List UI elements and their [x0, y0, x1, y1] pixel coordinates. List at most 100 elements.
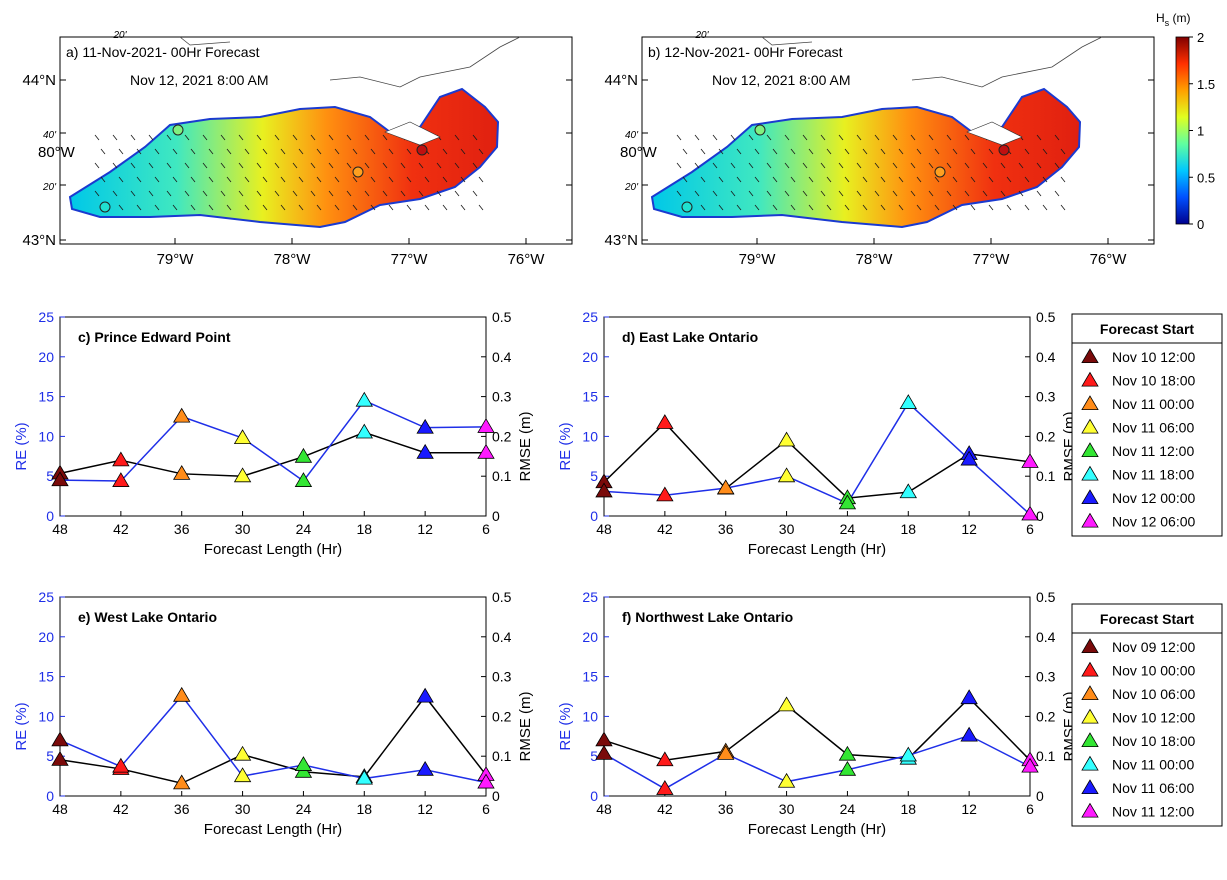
y-tick-label: 20: [582, 629, 598, 645]
legend-marker: [1081, 348, 1099, 364]
lat-top-tick: 20': [694, 30, 709, 41]
wave-direction-arrow: [982, 190, 988, 197]
legend-entry: Nov 10 06:00: [1112, 686, 1195, 702]
wave-direction-arrow: [1024, 204, 1030, 211]
wave-direction-arrow: [952, 176, 958, 183]
y-right-tick-label: 0.2: [492, 428, 512, 444]
wave-direction-arrow: [766, 162, 772, 169]
y-right-axis-label: RMSE (m): [517, 692, 534, 762]
lat-tick-label: 43°N: [22, 232, 56, 249]
wave-direction-arrow: [682, 148, 688, 155]
lon-tick-label: 78°W: [856, 251, 894, 268]
wave-direction-arrow: [712, 162, 718, 169]
re-point: [416, 760, 434, 776]
colorbar-title: Hs (m): [1156, 11, 1191, 28]
wave-direction-arrow: [718, 148, 724, 155]
legend-marker: [1081, 395, 1099, 411]
lat-tick-label: 44°N: [22, 72, 56, 89]
wave-direction-arrow: [856, 162, 862, 169]
wave-direction-arrow: [880, 148, 886, 155]
wave-direction-arrow: [790, 204, 796, 211]
x-axis-label: Forecast Length (Hr): [204, 821, 342, 838]
wave-direction-arrow: [802, 162, 808, 169]
wave-direction-arrow: [346, 134, 352, 141]
re-line: [59, 399, 487, 483]
wave-direction-arrow: [826, 204, 832, 211]
wave-direction-arrow: [1000, 162, 1006, 169]
x-tick-label: 6: [482, 521, 490, 537]
wave-direction-arrow: [964, 190, 970, 197]
x-axis-label: Forecast Length (Hr): [204, 541, 342, 558]
map-panel-a: a) 11-Nov-2021- 00Hr Forecast Nov 12, 202…: [22, 30, 573, 268]
wave-direction-arrow: [454, 190, 460, 197]
wave-direction-arrow: [898, 204, 904, 211]
wave-direction-arrow: [472, 162, 478, 169]
y-right-tick-label: 0.1: [1036, 468, 1056, 484]
wave-direction-arrow: [700, 176, 706, 183]
legend-entry: Nov 11 12:00: [1112, 443, 1194, 459]
wave-direction-arrow: [280, 204, 286, 211]
plot-frame: [603, 316, 1031, 517]
x-tick-label: 42: [113, 801, 129, 817]
wave-direction-arrow: [808, 176, 814, 183]
rmse-point: [112, 451, 130, 467]
legend-entry: Nov 10 18:00: [1112, 373, 1195, 389]
rmse-point: [595, 731, 613, 747]
wave-direction-arrow: [736, 176, 742, 183]
x-tick-label: 6: [482, 801, 490, 817]
shoreline-top: [179, 36, 231, 46]
y-tick-label: 25: [38, 309, 54, 325]
rmse-point: [777, 696, 796, 712]
legend-marker: [1081, 442, 1099, 458]
legend-marker: [1081, 638, 1099, 653]
wave-direction-arrow: [112, 134, 118, 141]
y-tick-label: 0: [590, 508, 598, 524]
wave-direction-arrow: [676, 134, 682, 141]
wave-direction-arrow: [220, 162, 226, 169]
re-point: [717, 745, 735, 760]
station-marker: [99, 201, 111, 213]
x-tick-label: 42: [657, 521, 673, 537]
wave-direction-arrow: [478, 176, 484, 183]
legend-marker: [1081, 371, 1099, 387]
legend-marker: [1081, 418, 1099, 434]
lat-tick-label: 44°N: [604, 72, 638, 89]
map-subtitle: Nov 12, 2021 8:00 AM: [712, 72, 851, 88]
x-tick-label: 36: [718, 521, 734, 537]
wave-direction-arrow: [856, 190, 862, 197]
lake-wave-field: [68, 87, 500, 229]
y-tick-label: 10: [582, 708, 598, 724]
wave-direction-arrow: [112, 162, 118, 169]
legend-marker: [1081, 661, 1099, 677]
wave-direction-arrow: [436, 162, 442, 169]
wave-direction-arrow: [934, 204, 940, 211]
wave-direction-arrow: [154, 148, 160, 155]
wave-direction-arrow: [400, 162, 406, 169]
wave-direction-arrow: [364, 134, 370, 141]
y-tick-label: 25: [38, 589, 54, 605]
wave-direction-arrow: [730, 162, 736, 169]
legend-marker: [1081, 779, 1099, 794]
wave-direction-arrow: [136, 204, 142, 211]
y-right-tick-label: 0.1: [492, 468, 512, 484]
y-right-tick-label: 0.5: [1036, 589, 1056, 605]
rmse-line: [59, 431, 486, 477]
wave-direction-arrow: [1036, 134, 1042, 141]
wave-direction-arrow: [382, 134, 388, 141]
station-marker: [681, 201, 693, 213]
wave-direction-arrow: [148, 190, 154, 197]
colorbar-tick-label: 1: [1197, 124, 1204, 139]
legend-entry: Nov 11 06:00: [1112, 420, 1194, 436]
wave-direction-arrow: [1000, 190, 1006, 197]
wave-direction-arrow: [748, 162, 754, 169]
re-point: [477, 418, 495, 433]
wave-direction-arrow: [802, 190, 808, 197]
y-right-tick-label: 0: [1036, 508, 1044, 524]
legend-marker: [1081, 755, 1099, 771]
wave-direction-arrow: [808, 148, 814, 155]
wave-direction-arrow: [736, 204, 742, 211]
y-tick-label: 15: [582, 389, 598, 405]
re-point: [112, 757, 130, 773]
y-right-tick-label: 0.5: [492, 309, 512, 325]
wave-direction-arrow: [418, 190, 424, 197]
